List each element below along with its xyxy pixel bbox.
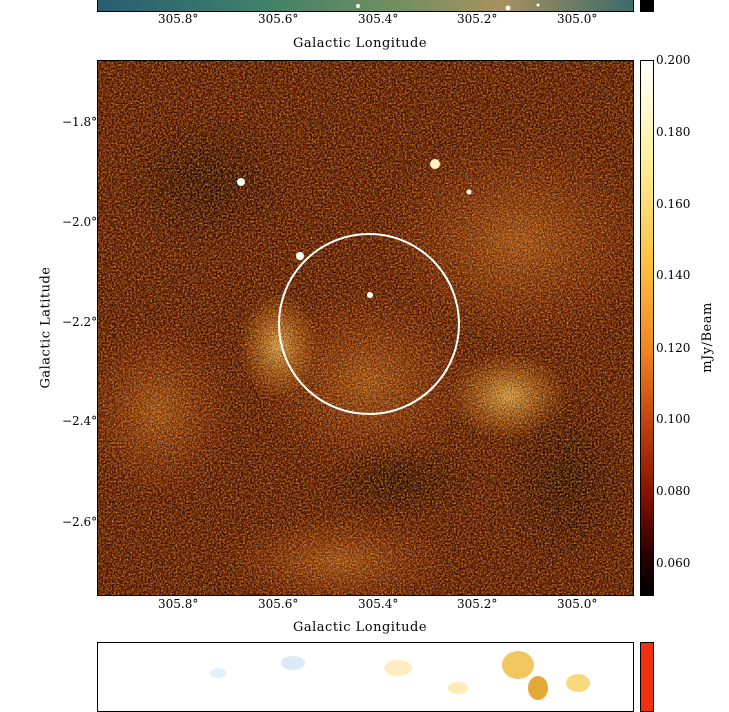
x-tick-2: 305.6°	[258, 597, 299, 611]
top-image-texture	[98, 0, 633, 11]
point-source	[430, 159, 440, 169]
colorbar-tick-0060: 0.060	[656, 556, 691, 570]
region-circle	[278, 233, 460, 415]
colorbar-tick-0160: 0.160	[656, 197, 691, 211]
x-tick-4: 305.2°	[457, 597, 498, 611]
point-source	[466, 189, 472, 195]
point-source	[237, 178, 245, 186]
colorbar-tick-0180: 0.180	[656, 125, 691, 139]
top-x-tick-1: 305.8°	[158, 12, 199, 26]
bottom-image-panel	[97, 642, 634, 712]
y-tick-5: −2.6°	[62, 515, 98, 529]
point-source	[296, 252, 304, 260]
y-tick-1: −1.8°	[62, 115, 98, 129]
y-tick-4: −2.4°	[62, 414, 98, 428]
x-axis-title: Galactic Longitude	[293, 620, 428, 635]
y-tick-3: −2.2°	[62, 315, 98, 329]
main-colorbar	[640, 60, 654, 596]
top-x-tick-4: 305.2°	[457, 12, 498, 26]
colorbar-unit-label: mJy/Beam	[699, 302, 715, 373]
top-x-axis-title: Galactic Longitude	[293, 36, 428, 51]
y-axis-title: Galactic Latitude	[38, 266, 54, 389]
colorbar-tick-0120: 0.120	[656, 341, 691, 355]
top-image-panel	[97, 0, 634, 12]
main-image-panel	[97, 60, 634, 596]
point-source	[367, 292, 373, 298]
y-tick-2: −2.0°	[62, 215, 98, 229]
x-tick-5: 305.0°	[557, 597, 598, 611]
top-x-tick-2: 305.6°	[258, 12, 299, 26]
colorbar-tick-0100: 0.100	[656, 412, 691, 426]
colorbar-tick-0140: 0.140	[656, 268, 691, 282]
colorbar-tick-0200: 0.200	[656, 53, 691, 67]
top-x-tick-3: 305.4°	[358, 12, 399, 26]
colorbar-gradient	[641, 61, 653, 595]
bottom-colorbar	[640, 642, 654, 712]
top-colorbar	[640, 0, 654, 12]
emission-map	[98, 61, 633, 595]
bottom-image-texture	[210, 651, 590, 700]
top-x-tick-5: 305.0°	[557, 12, 598, 26]
x-tick-1: 305.8°	[158, 597, 199, 611]
colorbar-tick-0080: 0.080	[656, 484, 691, 498]
x-tick-3: 305.4°	[358, 597, 399, 611]
